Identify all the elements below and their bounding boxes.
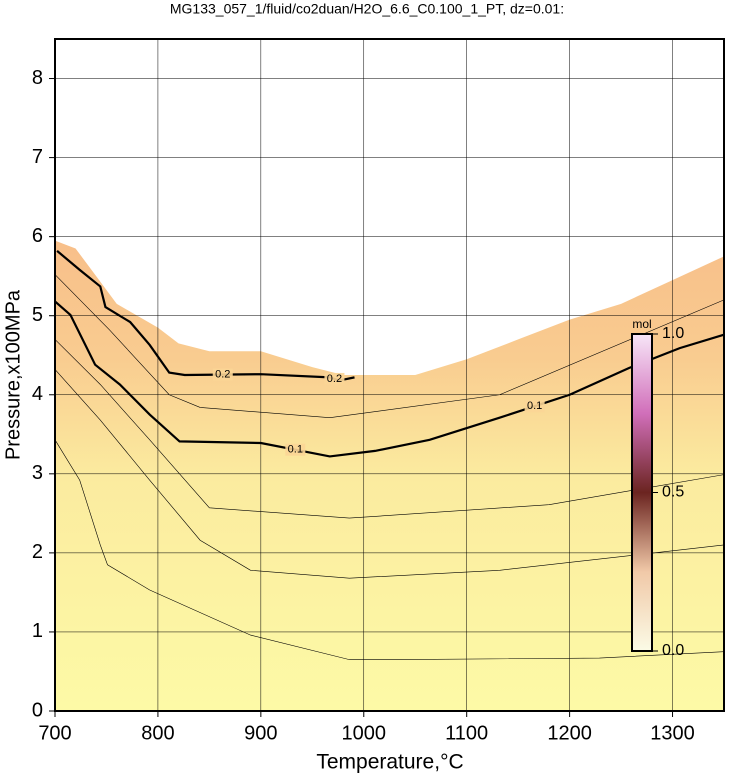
contour-label-bg	[285, 443, 306, 456]
stability-field	[55, 240, 724, 711]
x-tick-label: 1000	[342, 722, 387, 744]
contour-line	[54, 274, 725, 418]
plot-frame	[54, 38, 725, 712]
x-axis-label: Temperature,°C	[316, 751, 463, 774]
colorbar-tick-label: 0.0	[662, 642, 684, 659]
contour-label: 0.1	[527, 400, 542, 412]
x-tick-label: 800	[141, 722, 174, 744]
contour-label-bg	[324, 372, 345, 385]
y-tick-label: 5	[32, 304, 43, 326]
contour-line	[54, 339, 725, 519]
contour-label-bg	[524, 400, 545, 413]
colorbar	[631, 333, 653, 652]
colorbar-label: mol	[632, 317, 651, 331]
y-tick-label: 6	[32, 225, 43, 247]
y-tick-label: 0	[32, 699, 43, 721]
y-tick-label: 3	[32, 462, 43, 484]
y-axis-label: Pressure,x100MPa	[2, 289, 24, 460]
y-tick-label: 4	[32, 383, 43, 405]
contour-line	[54, 439, 725, 660]
y-tick-label: 8	[32, 67, 43, 89]
y-tick-label: 2	[32, 541, 43, 563]
contour-line	[54, 369, 725, 579]
x-tick-label: 1200	[547, 722, 592, 744]
x-tick-label: 1100	[445, 722, 488, 744]
x-tick-label: 1300	[650, 722, 695, 744]
contour-label: 0.1	[288, 444, 303, 456]
chart-title: MG133_057_1/fluid/co2duan/H2O_6.6_C0.100…	[170, 1, 564, 17]
x-tick-label: 700	[38, 722, 71, 744]
contour-label-bg	[212, 368, 233, 381]
contour-line	[54, 300, 725, 458]
contour-label: 0.2	[327, 373, 342, 385]
y-tick-label: 1	[32, 620, 43, 642]
colorbar-tick-label: 0.5	[662, 484, 684, 501]
colorbar-tick-label: 1.0	[662, 325, 684, 342]
contour-label: 0.2	[215, 369, 230, 381]
y-tick-label: 7	[32, 146, 43, 168]
x-tick-label: 900	[244, 722, 277, 744]
